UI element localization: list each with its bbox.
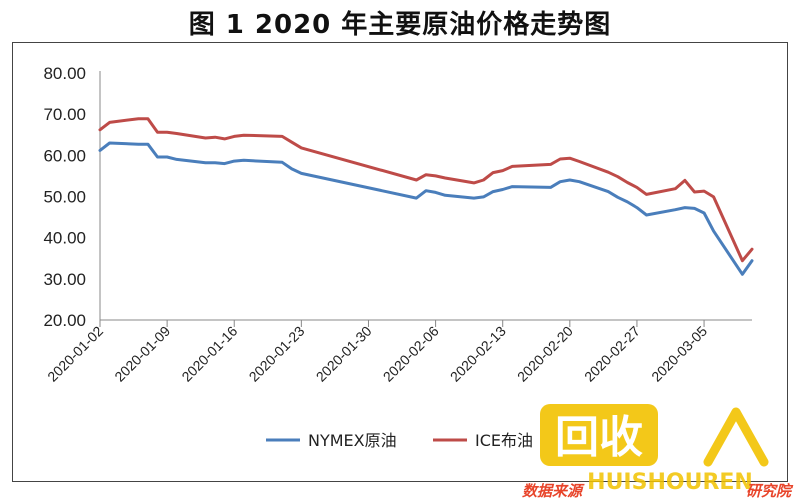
legend-label-2: ICE布油: [475, 431, 533, 450]
y-tick-label: 80.00: [43, 64, 86, 83]
x-tick-label: 2020-01-30: [313, 323, 375, 385]
y-tick-label: 30.00: [43, 270, 86, 289]
x-tick-label: 2020-02-13: [447, 323, 509, 385]
logo-badge: [540, 404, 658, 466]
series-line-1: [98, 141, 754, 276]
watermark-url: HUISHOUREN: [587, 470, 753, 495]
y-axis-ticks: 20.00 30.00 40.00 50.00 60.00 70.00 80.00: [43, 64, 86, 330]
x-tick-label: 2020-02-27: [581, 323, 643, 385]
watermark-footer-2: 研究院: [746, 482, 794, 500]
y-tick-label: 20.00: [43, 311, 86, 330]
x-tick-label: 2020-01-02: [44, 323, 106, 385]
x-tick-label: 2020-01-23: [246, 323, 308, 385]
series-line-2: [98, 117, 754, 263]
legend-label-1: NYMEX原油: [308, 431, 397, 450]
legend: NYMEX原油 ICE布油: [266, 431, 533, 450]
chart-frame: [12, 42, 788, 482]
x-tick-label: 2020-01-16: [178, 323, 240, 385]
x-tick-label: 2020-02-20: [514, 323, 576, 385]
watermark-logo: 回收 HUISHOUREN 数据来源 研究院: [522, 404, 794, 500]
y-tick-label: 50.00: [43, 188, 86, 207]
x-axis-ticks: 2020-01-02 2020-01-09 2020-01-16 2020-01-23…: [44, 320, 710, 385]
y-tick-label: 60.00: [43, 146, 86, 165]
y-tick-label: 70.00: [43, 105, 86, 124]
x-tick-label: 2020-01-09: [111, 323, 173, 385]
logo-text: 回收: [555, 412, 643, 463]
series-lines: [98, 117, 754, 276]
x-tick-label: 2020-03-05: [648, 323, 710, 385]
person-icon: [703, 407, 769, 467]
y-tick-label: 40.00: [43, 229, 86, 248]
x-tick-label: 2020-02-06: [380, 323, 442, 385]
axes: [99, 71, 752, 321]
watermark-footer: 数据来源: [522, 482, 585, 500]
chart-title: 图 1 2020 年主要原油价格走势图: [188, 10, 612, 40]
